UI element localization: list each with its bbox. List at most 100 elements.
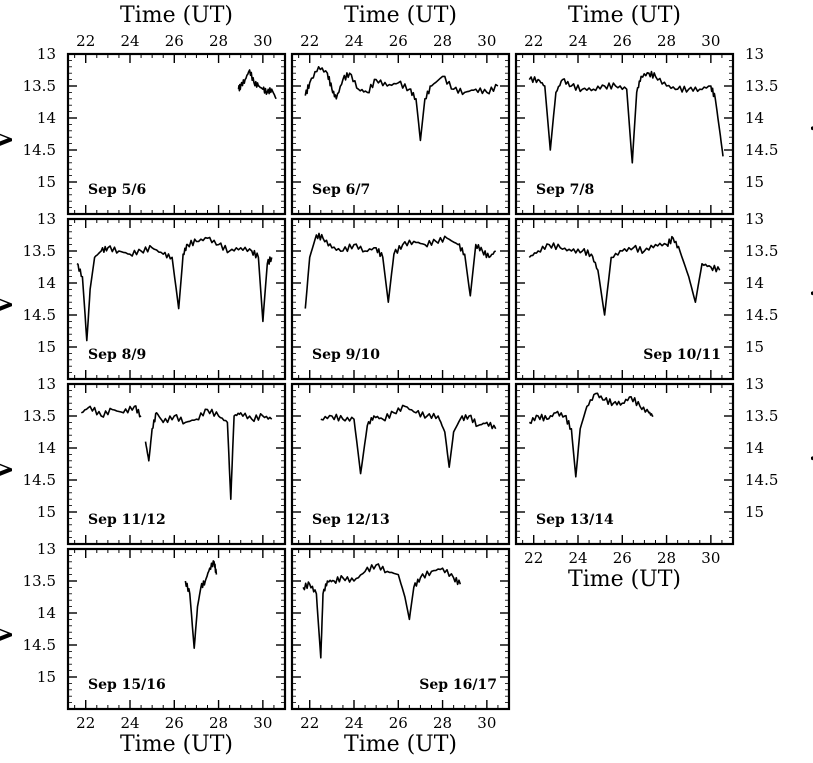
x-tick-label: 24 (120, 714, 139, 732)
night-label: Sep 9/10 (312, 347, 380, 363)
panel-frame (66, 547, 287, 711)
x-tick-label: 24 (344, 714, 363, 732)
y-tick-label: 14 (37, 604, 56, 622)
y-tick-label: 13 (37, 210, 56, 228)
y-tick-label: 13.5 (23, 77, 56, 95)
panel-6-7: Sep 6/7 22 24 26 28 30 Time (UT) (290, 3, 511, 216)
y-axis-title: V (805, 283, 813, 302)
panel-9-10: Sep 9/10 (290, 217, 511, 381)
x-tick-label: 28 (657, 32, 676, 50)
light-curve-series (304, 66, 499, 142)
x-tick-label: 24 (344, 32, 363, 50)
y-tick-label: 15 (37, 503, 56, 521)
y-tick-label: 14.5 (23, 306, 56, 324)
y-axis-title: V (805, 118, 813, 137)
y-tick-label: 13.5 (745, 77, 778, 95)
y-tick-label: 14 (745, 109, 764, 127)
y-tick-label: 14.5 (745, 306, 778, 324)
panel-frame (66, 217, 287, 381)
panel-frame (290, 52, 511, 216)
night-label: Sep 5/6 (88, 182, 146, 198)
x-axis-title: Time (UT) (120, 732, 233, 757)
y-tick-label: 14 (37, 109, 56, 127)
y-tick-label: 14 (745, 439, 764, 457)
x-tick-label: 26 (165, 714, 184, 732)
x-axis-title: Time (UT) (344, 732, 457, 757)
x-axis-title: Time (UT) (568, 567, 681, 592)
x-tick-label: 26 (389, 714, 408, 732)
y-tick-label: 14.5 (745, 471, 778, 489)
y-tick-label: 14.5 (23, 141, 56, 159)
panel-frame (290, 547, 511, 711)
night-label: Sep 10/11 (643, 347, 721, 363)
x-tick-label: 26 (389, 32, 408, 50)
y-tick-label: 14.5 (23, 636, 56, 654)
y-tick-label: 13 (37, 540, 56, 558)
x-tick-label: 28 (433, 714, 452, 732)
x-tick-label: 30 (477, 32, 496, 50)
y-tick-label: 13.5 (745, 407, 778, 425)
y-axis-title: V (805, 448, 813, 467)
y-tick-label: 14.5 (745, 141, 778, 159)
light-curve-series (320, 404, 497, 475)
y-axis-title: V (0, 626, 18, 645)
x-tick-label: 24 (120, 32, 139, 50)
y-tick-label: 13.5 (745, 242, 778, 260)
panel-frame (66, 382, 287, 546)
light-curve-series (237, 69, 277, 100)
night-label: Sep 13/14 (536, 512, 614, 528)
x-tick-label: 26 (165, 32, 184, 50)
y-tick-label: 15 (745, 173, 764, 191)
panel-10-11: Sep 10/11 13 13.5 14 14.5 15 V (514, 210, 813, 381)
x-axis-title: Time (UT) (568, 3, 681, 28)
panel-frame (514, 52, 735, 216)
panel-frame (66, 52, 287, 216)
night-label: Sep 11/12 (88, 512, 166, 528)
light-curve-series (144, 408, 273, 500)
x-tick-label: 30 (253, 32, 272, 50)
x-tick-label: 30 (701, 32, 720, 50)
y-tick-label: 14.5 (23, 471, 56, 489)
y-axis-title: V (0, 296, 18, 315)
x-axis-title: Time (UT) (120, 3, 233, 28)
panel-frame (514, 382, 735, 546)
x-axis-title: Time (UT) (344, 3, 457, 28)
x-tick-label: 22 (524, 549, 543, 567)
panel-frame (290, 217, 511, 381)
night-label: Sep 12/13 (312, 512, 390, 528)
y-tick-label: 14 (745, 274, 764, 292)
x-tick-label: 30 (701, 549, 720, 567)
x-tick-label: 28 (433, 32, 452, 50)
y-tick-label: 13.5 (23, 572, 56, 590)
y-tick-label: 15 (745, 503, 764, 521)
panel-15-16: Sep 15/16 13 13.5 14 14.5 15 V 22 24 26 28 30 Time (… (0, 540, 287, 757)
light-curve-series (528, 392, 654, 478)
panel-frame (290, 382, 511, 546)
x-tick-label: 30 (253, 714, 272, 732)
y-tick-label: 13 (37, 45, 56, 63)
y-tick-label: 14 (37, 274, 56, 292)
light-curve-series (80, 405, 142, 418)
y-tick-label: 15 (37, 338, 56, 356)
y-tick-label: 13.5 (23, 407, 56, 425)
panel-8-9: Sep 8/9 13 13.5 14 14.5 15 V (0, 210, 287, 381)
x-tick-label: 24 (568, 32, 587, 50)
panel-5-6: Sep 5/6 13 13.5 14 14.5 15 V 22 24 26 28 30 Time (UT… (0, 3, 287, 216)
x-tick-label: 24 (568, 549, 587, 567)
y-tick-label: 14 (37, 439, 56, 457)
night-label: Sep 6/7 (312, 182, 370, 198)
night-label: Sep 8/9 (88, 347, 146, 363)
y-axis-title: V (0, 461, 18, 480)
light-curve-series (184, 560, 218, 649)
light-curve-series (302, 563, 462, 659)
y-tick-label: 13.5 (23, 242, 56, 260)
x-tick-label: 22 (76, 714, 95, 732)
x-tick-label: 22 (300, 714, 319, 732)
panel-11-12: Sep 11/12 13 13.5 14 14.5 15 V (0, 375, 287, 546)
light-curve-series (528, 235, 721, 316)
light-curve-series (304, 232, 497, 309)
night-label: Sep 15/16 (88, 677, 166, 693)
y-tick-label: 15 (745, 338, 764, 356)
y-axis-title: V (0, 131, 18, 150)
x-tick-label: 22 (300, 32, 319, 50)
